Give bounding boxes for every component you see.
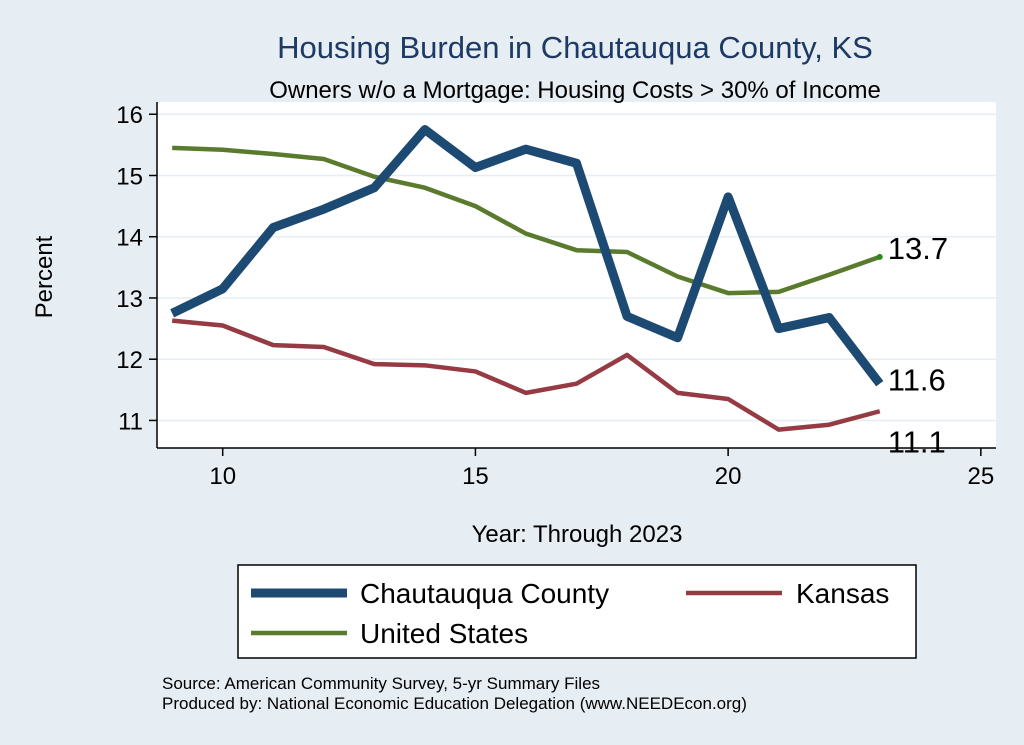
end-point-marker — [876, 253, 883, 260]
chart-subtitle: Owners w/o a Mortgage: Housing Costs > 3… — [269, 77, 881, 104]
legend-label: Chautauqua County — [360, 578, 609, 609]
series-lines — [170, 125, 884, 432]
grid-lines — [157, 113, 996, 422]
x-tick-label: 25 — [967, 463, 994, 490]
source-line: Source: American Community Survey, 5-yr … — [162, 674, 600, 693]
y-tick-label: 12 — [116, 347, 143, 374]
y-tick-label: 14 — [116, 225, 143, 252]
legend-box — [237, 564, 917, 659]
end-labels: 11.6 11.1 13.7 — [876, 231, 948, 459]
y-tick-label: 16 — [116, 102, 143, 129]
series-line-kansas — [171, 318, 881, 432]
legend-label: United States — [360, 618, 528, 649]
x-tick-label: 20 — [715, 463, 742, 490]
x-axis-title: Year: Through 2023 — [472, 521, 683, 548]
y-tick-label: 13 — [116, 286, 143, 313]
legend: Chautauqua County Kansas United States — [237, 564, 917, 659]
chart-title: Housing Burden in Chautauqua County, KS — [277, 30, 873, 65]
series-line-chautauqua-county — [170, 125, 884, 387]
end-label-chautauqua-county: 11.6 — [888, 363, 946, 398]
y-tick-label: 15 — [116, 163, 143, 190]
y-tick-label: 11 — [118, 408, 143, 435]
legend-label: Kansas — [796, 578, 889, 609]
x-tick-label: 15 — [462, 463, 489, 490]
x-tick-label: 10 — [209, 463, 236, 490]
producer-line: Produced by: National Economic Education… — [162, 694, 747, 713]
end-label-united-states: 13.7 — [888, 231, 948, 266]
axes: 11 12 13 14 15 16 10 15 20 25 — [116, 102, 996, 490]
y-axis-title: Percent — [31, 235, 58, 318]
end-label-kansas: 11.1 — [888, 424, 946, 459]
